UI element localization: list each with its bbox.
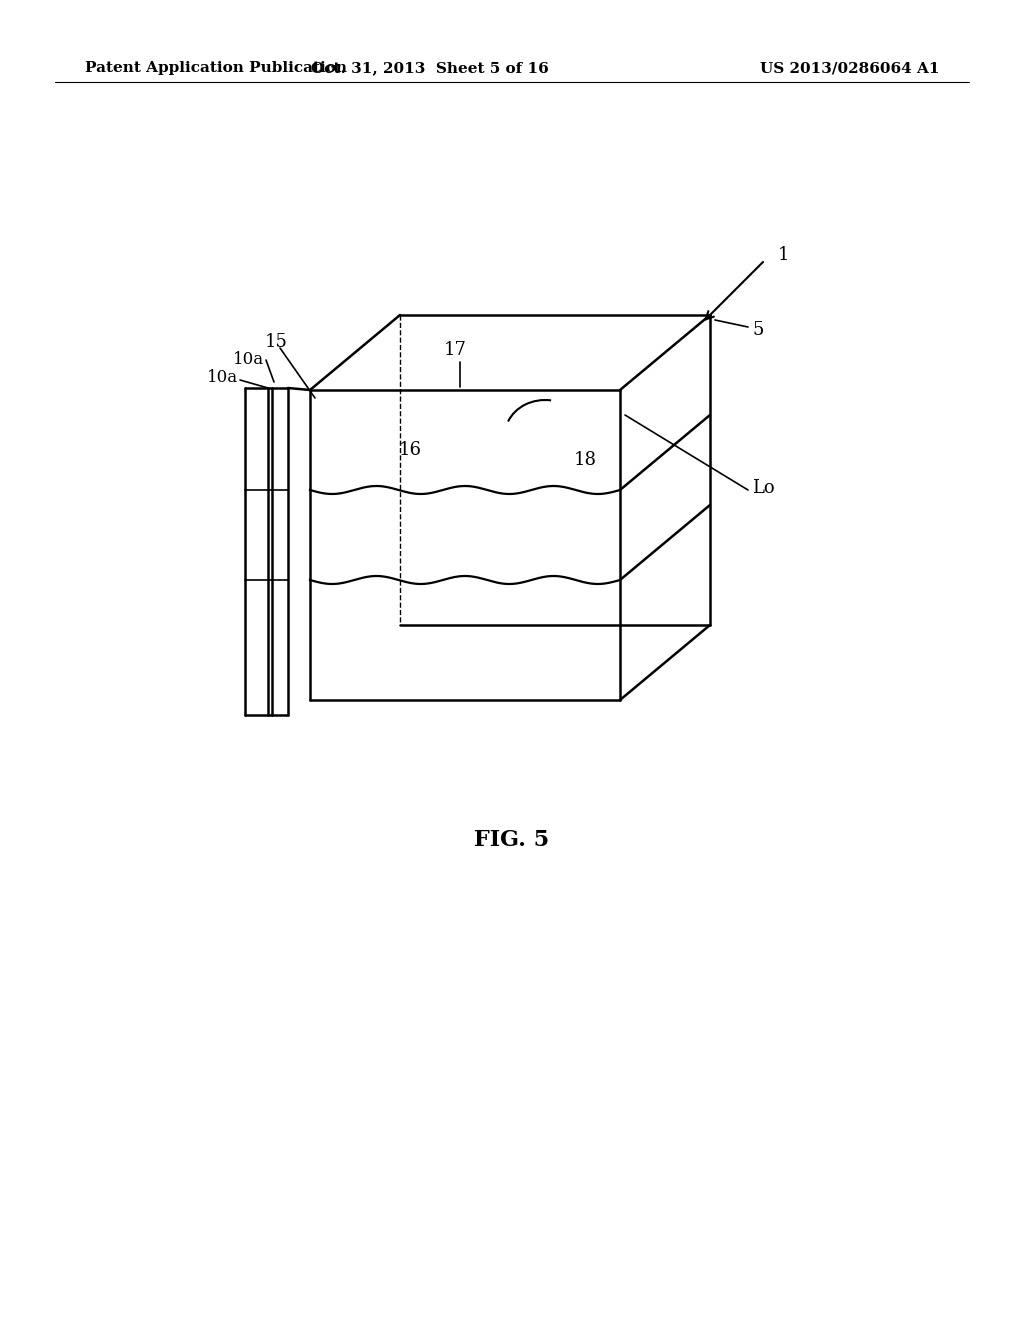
Text: Lo: Lo [752, 479, 774, 498]
Text: 15: 15 [265, 333, 288, 351]
Text: 5: 5 [752, 321, 763, 339]
Text: 17: 17 [443, 341, 467, 359]
Text: 18: 18 [573, 451, 597, 469]
Text: Patent Application Publication: Patent Application Publication [85, 61, 347, 75]
Text: FIG. 5: FIG. 5 [474, 829, 550, 851]
Text: 16: 16 [398, 441, 422, 459]
Text: 1: 1 [777, 246, 788, 264]
Text: Oct. 31, 2013  Sheet 5 of 16: Oct. 31, 2013 Sheet 5 of 16 [311, 61, 549, 75]
Text: 10a: 10a [232, 351, 264, 368]
Text: 10a: 10a [207, 370, 238, 387]
Text: US 2013/0286064 A1: US 2013/0286064 A1 [761, 61, 940, 75]
